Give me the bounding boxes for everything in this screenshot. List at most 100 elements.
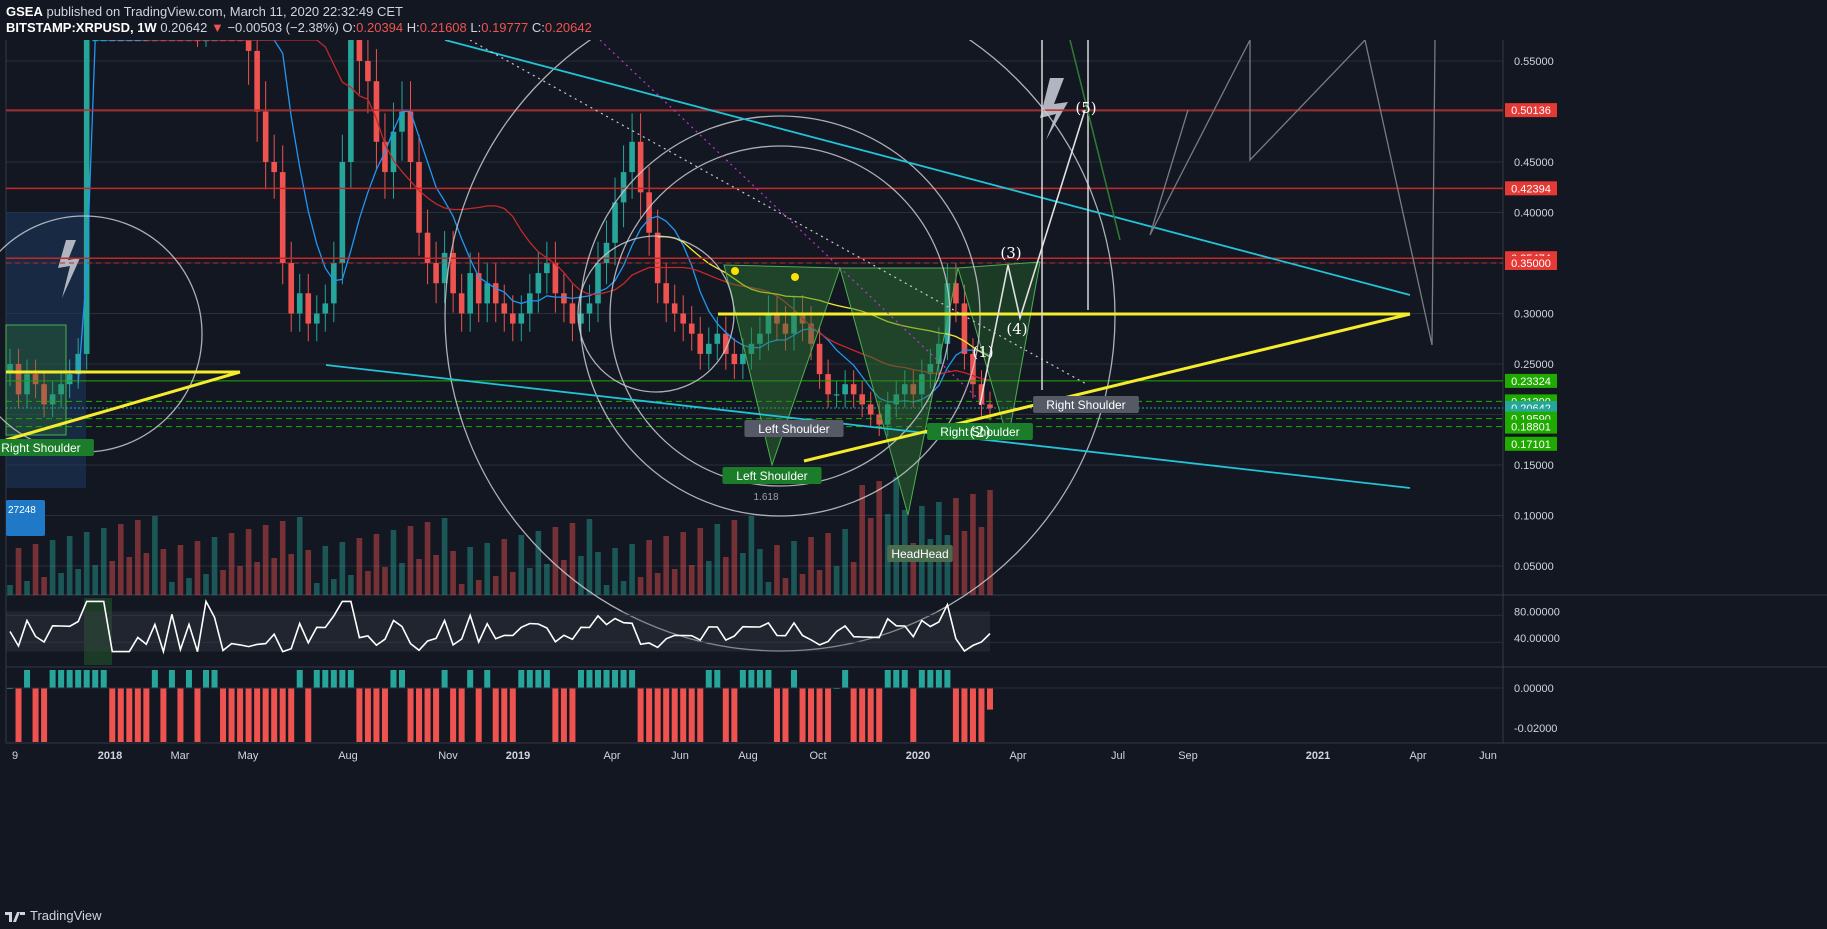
open-value: 0.20394	[356, 20, 404, 35]
candle	[441, 231, 448, 304]
candle-body	[629, 141, 635, 173]
price-label: 0.35000	[1511, 258, 1551, 270]
candle-body	[987, 404, 993, 409]
macd-histogram-bar	[850, 688, 857, 742]
macd-histogram-bar	[83, 670, 90, 688]
volume-bar	[109, 561, 116, 595]
candle-body	[75, 353, 81, 375]
price-label: 0.17101	[1511, 439, 1551, 451]
macd-histogram-bar	[58, 670, 65, 688]
price-chart[interactable]: 27248 Right Shoulder Left Shoulder Left Sho…	[0, 40, 1827, 910]
fibonacci-circle	[609, 145, 951, 487]
volume-bar	[296, 517, 303, 595]
macd-axis-tick: -0.02000	[1514, 723, 1557, 735]
volume-bar	[117, 524, 124, 595]
position-box[interactable]	[6, 500, 45, 536]
right-shoulder-label-box	[1033, 396, 1139, 413]
candle-body	[467, 273, 473, 314]
macd-histogram-bar	[884, 670, 891, 688]
volume-bar	[927, 539, 934, 595]
macd-histogram-bar	[203, 670, 209, 688]
author-name[interactable]: GSEA	[6, 4, 43, 19]
volume-bar	[603, 585, 610, 595]
macd-histogram-bar	[296, 670, 303, 688]
candle-body	[740, 353, 746, 364]
elliott-wave-path	[979, 109, 1086, 406]
price-label-box	[1505, 373, 1557, 388]
macd-histogram-bar	[450, 688, 457, 742]
volume-bar	[637, 577, 644, 595]
volume-bar	[254, 562, 260, 595]
price-change: −0.00503 (−2.38%)	[227, 20, 339, 35]
candle-body	[901, 384, 908, 395]
right-shoulder-label-left-box	[0, 439, 94, 456]
volume-bar	[331, 579, 337, 595]
candle-body	[339, 162, 346, 263]
volume-bar	[825, 533, 831, 595]
ma-red-line	[146, 40, 991, 381]
volume-bar	[407, 526, 414, 595]
volume-bar	[748, 516, 755, 595]
volume-bar	[765, 582, 772, 595]
macd-histogram-bar	[901, 670, 908, 688]
volume-bar	[424, 522, 431, 595]
open-label: O:	[342, 20, 357, 35]
projection-path-gray	[1149, 40, 1436, 346]
candle-body	[66, 374, 73, 385]
volume-bar	[492, 576, 499, 595]
volume-bar	[152, 516, 158, 595]
candle-body	[774, 313, 780, 324]
volume-bar	[416, 559, 422, 595]
symbol-label[interactable]: BITSTAMP:XRPUSD, 1W	[6, 20, 157, 35]
macd-histogram-bar	[560, 688, 567, 742]
candle	[723, 316, 729, 370]
volume-bar	[671, 569, 678, 595]
rsi-band	[6, 611, 990, 652]
candle	[748, 327, 755, 370]
price-label: 0.42394	[1511, 183, 1551, 195]
candle	[731, 338, 738, 380]
fibonacci-circle	[579, 115, 981, 517]
macd-histogram-bar	[799, 688, 806, 742]
volume-bar	[237, 566, 243, 595]
candle	[637, 113, 644, 218]
macd-histogram-bar	[629, 670, 636, 688]
volume-bar	[595, 552, 601, 595]
candle	[816, 327, 823, 389]
volume-bar	[680, 532, 687, 595]
candle-body	[399, 111, 405, 132]
volume-bar	[194, 541, 201, 595]
tradingview-branding[interactable]: TradingView	[4, 908, 102, 923]
macd-histogram-bar	[160, 688, 167, 742]
volume-bar	[867, 518, 874, 595]
macd-histogram-bar	[305, 688, 312, 742]
candle-body	[816, 343, 823, 375]
macd-histogram-bar	[518, 670, 525, 688]
volume-bar	[808, 537, 814, 595]
macd-histogram-bar	[552, 688, 559, 742]
macd-histogram-bar	[577, 670, 584, 688]
volume-bar	[484, 543, 491, 595]
time-axis-tick: May	[238, 750, 259, 762]
volume-bar	[7, 585, 13, 595]
candle-body	[731, 353, 738, 364]
price-axis-tick: 0.55000	[1514, 56, 1554, 68]
candle	[833, 380, 840, 408]
candle	[24, 359, 30, 408]
macd-histogram-bar	[75, 670, 82, 688]
volume-bar	[731, 520, 738, 595]
macd-histogram-bar	[24, 670, 31, 688]
volume-bar	[509, 572, 516, 595]
lightning-icon	[58, 240, 80, 298]
volume-bar	[135, 520, 141, 595]
candle	[288, 241, 295, 332]
macd-histogram-bar	[765, 670, 772, 688]
volume-bar	[356, 538, 363, 595]
volume-bar	[271, 558, 277, 595]
candle	[705, 327, 712, 370]
rsi-line	[9, 598, 991, 655]
candle	[399, 81, 405, 161]
candle-body	[288, 263, 295, 314]
macd-histogram-bar	[416, 688, 423, 742]
volume-bar	[646, 540, 652, 595]
